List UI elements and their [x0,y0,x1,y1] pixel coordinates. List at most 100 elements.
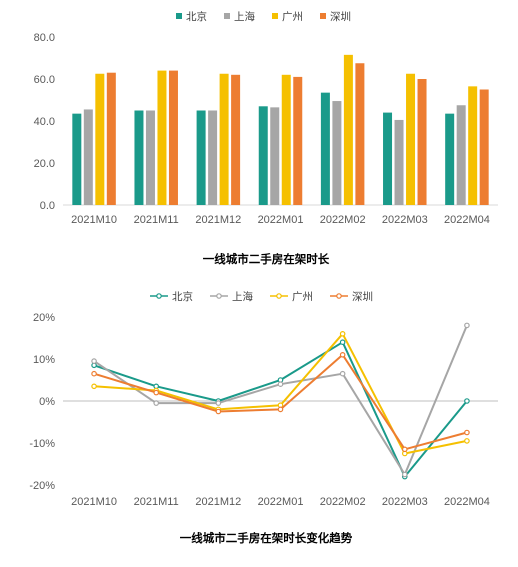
bar-广州-2021M10 [95,73,105,205]
point-上海-2021M10 [91,358,97,364]
point-深圳-2022M02 [339,352,346,358]
line-series-广州 [94,332,468,455]
line-chart-title: 一线城市二手房在架时长变化趋势 [180,531,353,545]
bar-上海-2021M10 [83,109,93,205]
point-北京-2022M04 [464,398,470,404]
bar-北京-2022M04 [445,113,455,205]
bar-上海-2022M02 [332,101,342,205]
point-深圳-2021M10 [91,370,97,377]
bar-y-tick-label: 80.0 [34,32,55,44]
point-上海-2021M12 [215,400,222,406]
bar-x-tick-label: 2022M02 [320,214,366,226]
bar-chart-axes: 0.0 20.0 40.0 60.0 80.0 2021M10 2021M11 2021M12… [34,32,498,226]
point-上海-2021M11 [153,400,160,406]
line-chart-axes: -20% -10% 0% 10% 20% 2021M10 2021M11 2021M12 202… [29,312,498,508]
bar-深圳-2021M11 [168,70,178,205]
point-广州-2022M02 [339,330,346,337]
line-x-tick-label: 2022M04 [444,496,490,508]
line-y-tick-label: 20% [33,312,55,324]
bar-深圳-2022M02 [355,63,365,205]
bar-x-tick-label: 2022M03 [382,214,428,226]
bar-北京-2021M11 [134,110,144,205]
bar-深圳-2022M04 [479,89,489,205]
legend-swatch [320,13,326,19]
line-chart-listing-duration-change: 北京 上海 广州 深圳 -20% -10% 0% 10% 20% 2021M10 2021M11 2… [0,282,518,567]
bar-深圳-2021M10 [106,72,116,205]
bar-chart-listing-duration: 北京 上海 广州 深圳 0.0 20.0 40.0 60.0 80.0 2021M10 2021M… [0,0,518,280]
point-广州-2021M10 [91,383,97,390]
point-深圳-2022M03 [401,446,408,453]
legend-label: 北京 [186,10,207,23]
line-x-tick-label: 2021M10 [71,496,117,508]
bar-上海-2021M11 [145,110,155,205]
line-chart-legend: 北京 上海 广州 深圳 [150,290,373,303]
bar-y-tick-label: 60.0 [34,74,55,86]
bar-y-tick-label: 40.0 [34,116,55,128]
line-series-深圳 [93,353,468,451]
bar-x-tick-label: 2022M04 [444,214,490,226]
line-x-tick-label: 2021M11 [134,496,179,508]
bar-x-tick-label: 2021M10 [71,214,117,226]
bar-北京-2021M12 [196,110,206,205]
legend-label: 广州 [282,11,303,23]
bar-上海-2022M03 [394,119,404,205]
line-x-tick-label: 2021M12 [195,496,241,508]
point-深圳-2021M12 [215,408,222,415]
legend-label: 深圳 [352,291,373,303]
bar-上海-2021M12 [208,110,218,205]
legend-label: 上海 [232,290,253,303]
point-深圳-2021M11 [153,389,160,396]
bar-广州-2022M01 [281,74,291,205]
line-y-tick-label: -20% [29,480,55,492]
legend-marker [216,293,222,299]
line-y-tick-label: -10% [29,438,55,450]
line-chart-svg: 北京 上海 广州 深圳 -20% -10% 0% 10% 20% 2021M10 2021M11 2… [29,290,498,545]
bar-上海-2022M01 [270,107,280,205]
point-广州-2022M04 [464,438,470,444]
bar-广州-2022M04 [468,86,478,205]
bar-x-tick-label: 2021M12 [195,214,241,226]
bar-y-tick-label: 20.0 [34,158,55,170]
legend-swatch [272,13,278,19]
bar-北京-2022M03 [383,112,393,205]
point-上海-2022M01 [277,381,284,388]
bar-北京-2021M10 [72,113,82,205]
bar-深圳-2022M03 [417,79,427,205]
line-y-tick-label: 0% [39,396,55,408]
legend-label: 深圳 [330,11,351,23]
point-深圳-2022M04 [464,429,470,436]
legend-label: 北京 [172,290,193,303]
bar-x-tick-label: 2021M11 [134,214,179,226]
bar-北京-2022M02 [320,92,330,205]
bar-广州-2021M12 [219,73,229,205]
bar-广州-2022M03 [406,73,416,205]
bar-广州-2021M11 [157,70,167,205]
bar-上海-2022M04 [456,105,466,205]
line-x-tick-label: 2022M01 [258,496,304,508]
legend-swatch [224,13,230,19]
line-chart-lines [91,322,470,480]
bar-深圳-2021M12 [231,74,241,205]
legend-marker [156,293,162,299]
bar-chart-title: 一线城市二手房在架时长 [203,252,330,266]
bar-chart-legend: 北京 上海 广州 深圳 [176,10,351,23]
legend-label: 广州 [292,291,313,303]
point-上海-2022M03 [401,471,408,478]
line-y-tick-label: 10% [33,354,55,366]
bar-北京-2022M01 [258,106,268,205]
bar-y-tick-label: 0.0 [40,200,55,212]
legend-label: 上海 [234,10,255,23]
legend-swatch [176,13,182,19]
legend-marker [336,293,342,299]
point-上海-2022M02 [339,370,346,377]
bar-广州-2022M02 [343,54,353,205]
point-北京-2022M02 [339,339,346,346]
line-x-tick-label: 2022M03 [382,496,428,508]
bar-深圳-2022M01 [293,76,303,206]
bar-chart-svg: 北京 上海 广州 深圳 0.0 20.0 40.0 60.0 80.0 2021M10 2021M… [34,10,498,266]
legend-marker [276,293,282,299]
bar-x-tick-label: 2022M01 [258,214,304,226]
point-深圳-2022M01 [277,406,284,413]
bar-chart-bars [72,54,489,206]
point-上海-2022M04 [464,322,470,329]
